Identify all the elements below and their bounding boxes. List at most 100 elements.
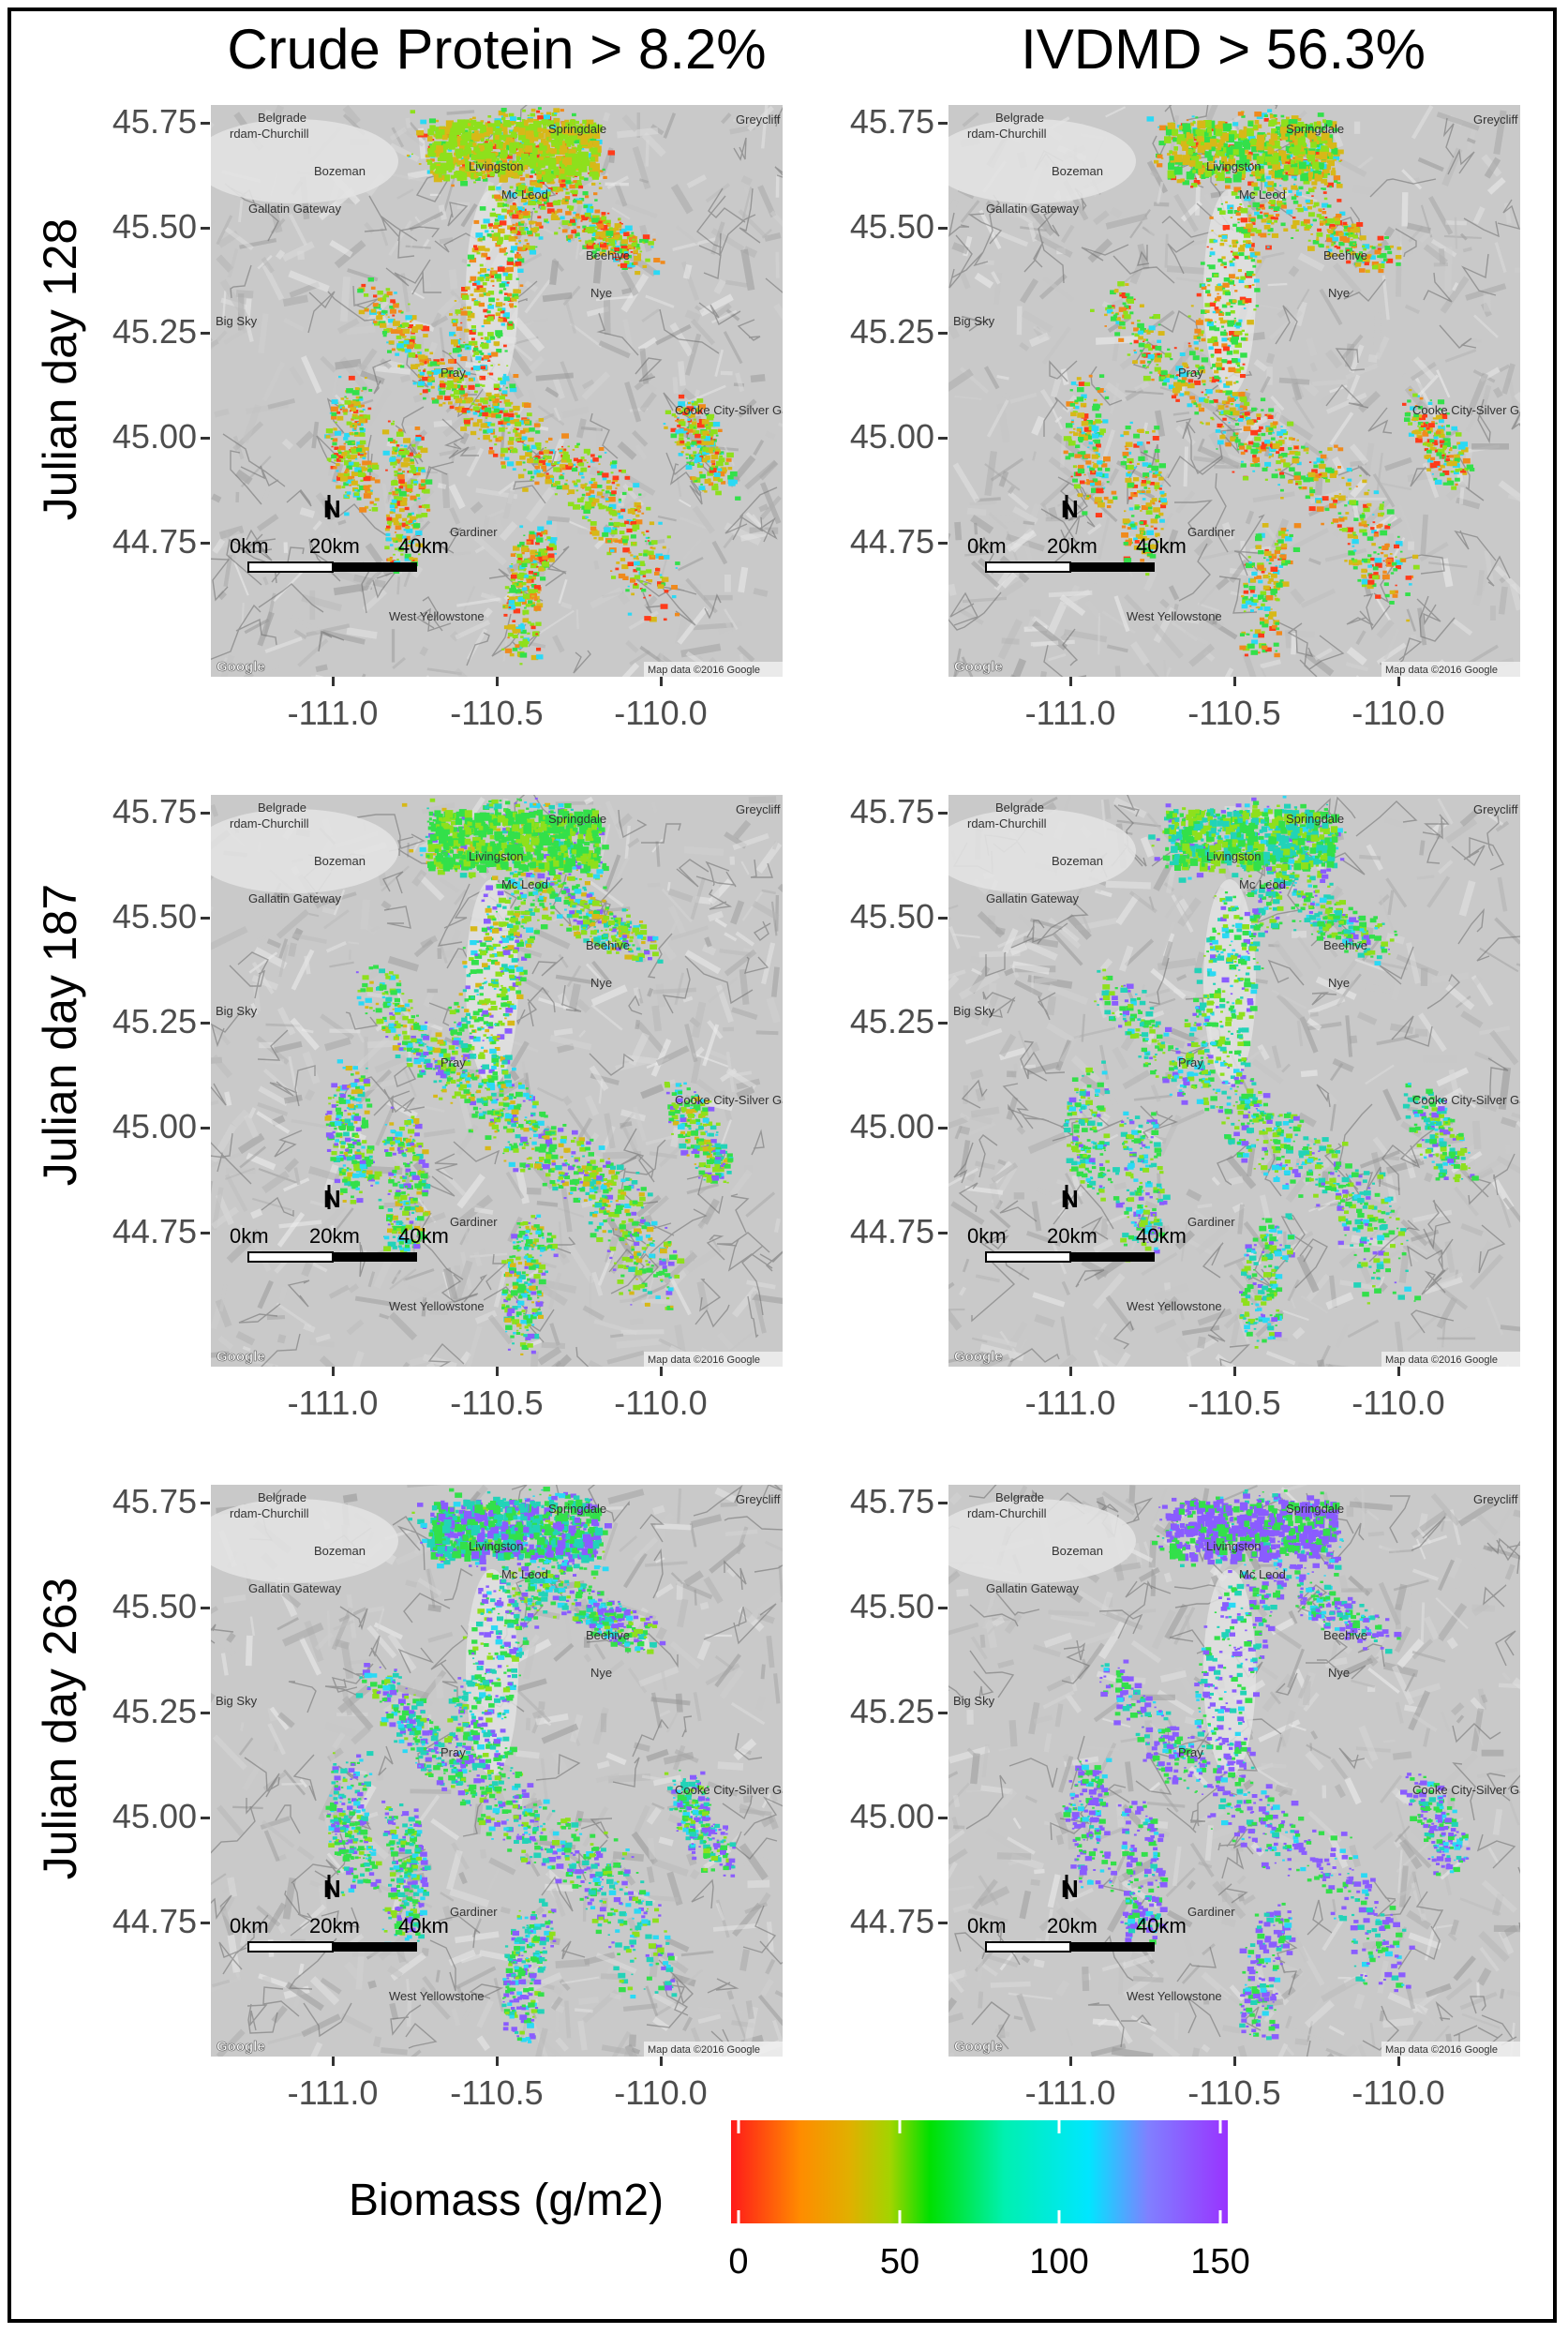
north-arrow-icon: N [1061,1875,1079,1903]
x-tick-label: -110.0 [595,2073,726,2113]
place-label: Big Sky [953,1004,995,1018]
place-label: West Yellowstone [389,1989,485,2003]
x-tick-label: -111.0 [267,694,398,733]
place-label: Springdale [1286,122,1344,136]
place-label: Gardiner [450,1905,498,1919]
place-label: Gardiner [1187,1215,1235,1229]
google-logo: Google [954,2039,1003,2055]
place-label: Big Sky [216,1694,258,1708]
x-tick-label: -111.0 [267,1384,398,1423]
map-attribution: Map data ©2016 Google [1385,665,1498,676]
place-label: Springdale [548,1502,606,1516]
place-label: rdam-Churchill [230,127,309,141]
place-label: Livingston [1206,159,1262,173]
biomass-overlay [1062,1489,1471,2041]
y-tick-label: 45.50 [84,207,197,247]
map-attribution: Map data ©2016 Google [648,1354,760,1366]
place-label: Gallatin Gateway [248,1581,341,1595]
place-label: Gallatin Gateway [248,202,341,216]
place-label: Beehive [586,1628,630,1642]
place-label: Greycliff [1473,1492,1518,1506]
y-tick-mark [938,1232,948,1234]
x-tick-label: -110.5 [1169,2073,1300,2113]
y-tick-label: 45.25 [822,312,934,352]
y-tick-label: 45.50 [84,897,197,936]
x-tick-label: -110.0 [1333,1384,1464,1423]
place-label: Big Sky [953,314,995,328]
place-label: Mc Leod [1239,877,1286,891]
place-label: Bozeman [1052,1544,1103,1558]
scale-bar: 0km 20km 40km [967,1224,1187,1263]
scale-bar: 0km 20km 40km [967,534,1187,573]
north-arrow-icon: N [323,495,341,523]
place-label: Nye [1328,976,1350,990]
y-tick-mark [201,1127,210,1130]
north-arrow-icon: N [1061,495,1079,523]
place-label: Cooke City-Silver Gate [675,1783,783,1797]
x-tick-label: -110.5 [431,2073,562,2113]
place-label: Beehive [1323,1628,1367,1642]
y-tick-label: 44.75 [822,522,934,561]
legend-tick-0: 0 [692,2242,785,2282]
x-tick-mark [660,2057,663,2066]
map-attribution: Map data ©2016 Google [1385,2044,1498,2056]
y-tick-mark [938,1817,948,1819]
place-label: rdam-Churchill [967,816,1047,830]
place-label: Springdale [548,812,606,826]
x-tick-mark [496,1367,499,1376]
google-logo: Google [217,1349,265,1365]
biomass-overlay [1063,795,1479,1349]
place-label: Gardiner [450,525,498,539]
y-tick-label: 44.75 [822,1902,934,1941]
place-label: Bozeman [314,854,366,868]
y-tick-label: 45.50 [84,1587,197,1626]
x-tick-mark [332,677,335,686]
y-tick-mark [201,1922,210,1924]
y-tick-label: 45.50 [822,207,934,247]
place-label: Gallatin Gateway [986,202,1079,216]
y-tick-label: 45.50 [822,1587,934,1626]
svg-text:40km: 40km [398,534,449,558]
x-tick-mark [496,677,499,686]
place-label: Belgrade [995,1490,1044,1504]
place-label: rdam-Churchill [230,816,309,830]
y-tick-label: 45.00 [84,1797,197,1836]
place-label: rdam-Churchill [967,127,1047,141]
y-tick-mark [938,1712,948,1714]
svg-text:0km: 0km [230,534,269,558]
place-label: Bozeman [314,164,366,178]
x-tick-mark [1397,677,1400,686]
place-label: Pray [1178,1055,1203,1070]
place-label: Springdale [1286,812,1344,826]
x-tick-label: -110.5 [431,694,562,733]
north-arrow-icon: N [323,1875,341,1903]
place-label: Livingston [1206,849,1262,863]
x-tick-mark [660,1367,663,1376]
map-panel-r1-c1: Belgrade rdam-Churchill Bozeman Gallatin Ga… [211,105,783,677]
place-label: Cooke City-Silver Gate [675,403,783,417]
place-label: Gallatin Gateway [248,891,341,905]
place-label: Livingston [469,159,524,173]
y-tick-label: 45.00 [84,417,197,456]
place-label: Cooke City-Silver Gate [675,1093,783,1107]
y-tick-label: 44.75 [84,1212,197,1251]
y-tick-mark [201,122,210,125]
y-tick-mark [938,917,948,920]
y-tick-mark [938,1607,948,1609]
y-tick-label: 45.25 [84,1002,197,1041]
y-tick-label: 44.75 [822,1212,934,1251]
place-label: Pray [1178,366,1203,380]
place-label: Pray [441,1745,466,1759]
row-title-day-263: Julian day 263 [33,1447,87,2010]
x-tick-label: -110.0 [595,694,726,733]
row-title-day-187: Julian day 187 [33,754,87,1316]
y-tick-mark [938,332,948,335]
x-tick-mark [1069,2057,1072,2066]
biomass-overlay [325,1487,737,2043]
google-logo: Google [954,1349,1003,1365]
place-label: West Yellowstone [1127,1299,1222,1313]
